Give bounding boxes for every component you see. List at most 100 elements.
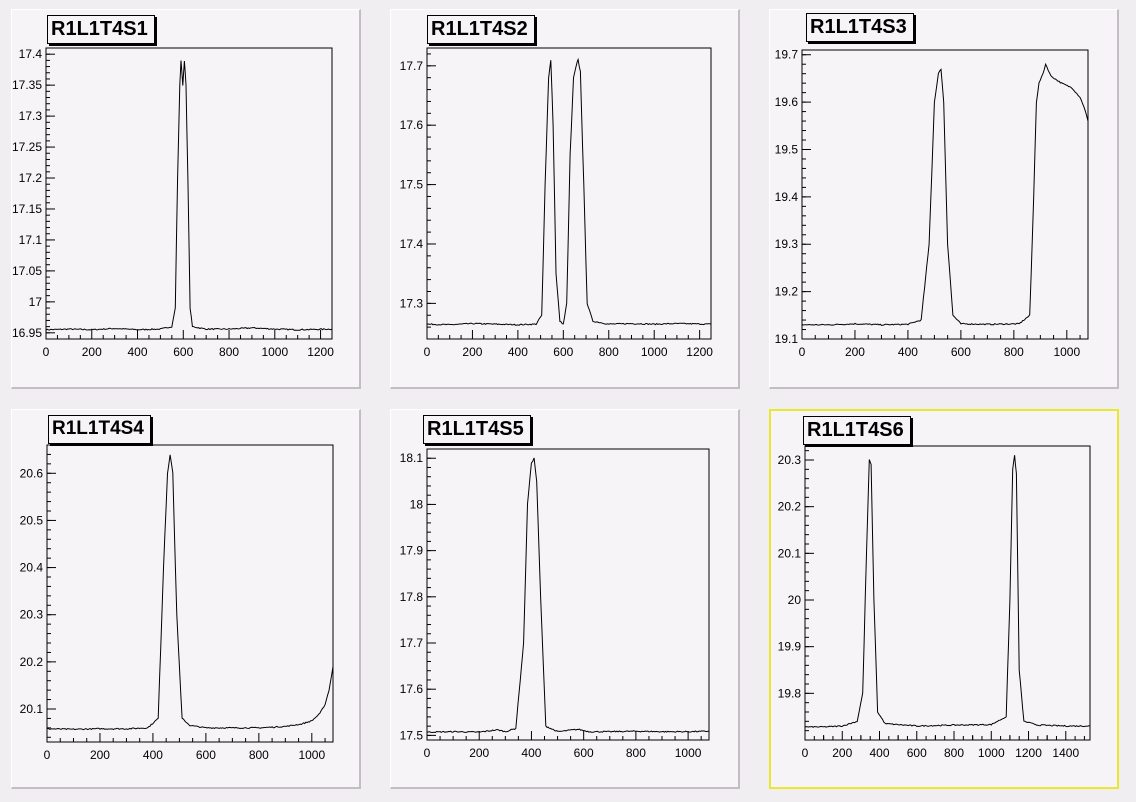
x-tick-label: 600 (553, 345, 573, 359)
y-tick-label: 19.7 (775, 48, 799, 62)
y-tick-label: 19.2 (775, 285, 799, 299)
chart-title-1: R1L1T4S1 (47, 15, 155, 44)
x-tick-label: 800 (626, 746, 646, 760)
x-tick-label: 400 (128, 345, 148, 359)
x-tick-label: 600 (173, 345, 193, 359)
x-tick-label: 1000 (675, 746, 702, 760)
series-line (45, 60, 333, 331)
x-tick-label: 400 (898, 345, 918, 359)
y-tick-label: 20.2 (20, 655, 44, 669)
x-tick-label: 1200 (1015, 746, 1042, 760)
y-tick-label: 17.8 (400, 590, 424, 604)
x-tick-label: 0 (424, 345, 431, 359)
plot-frame (801, 49, 1089, 340)
series-line (426, 457, 710, 734)
chart-pad-1[interactable]: 0 200 400 600 800 1000 1200 16.95 17 17.05 17.1 17.… (11, 9, 361, 389)
x-tick-label: 800 (944, 746, 964, 760)
y-tick-label: 17.7 (400, 59, 424, 73)
chart-svg-1: 0 200 400 600 800 1000 1200 16.95 17 17.05 17.1 17.… (12, 47, 334, 359)
y-tick-label: 19.4 (775, 190, 799, 204)
x-tick-label: 1000 (298, 748, 325, 762)
x-tick-label: 200 (462, 345, 482, 359)
x-tick-label: 1200 (307, 345, 334, 359)
chart-pad-6[interactable]: 0 200 400 600 800 1000 1200 1400 19.8 19.9 20 20.1 2… (769, 409, 1119, 789)
y-tick-label: 20.1 (20, 702, 44, 716)
y-tick-label: 16.95 (12, 326, 42, 340)
y-tick-label: 20.5 (20, 513, 44, 527)
series-line (46, 454, 334, 731)
y-tick-label: 17.3 (400, 296, 424, 310)
y-tick-label: 17.4 (400, 237, 424, 251)
x-tick-label: 200 (845, 345, 865, 359)
x-tick-label: 1000 (978, 746, 1005, 760)
y-tick-label: 19.8 (778, 686, 802, 700)
x-tick-label: 200 (832, 746, 852, 760)
y-tick-label: 17.2 (19, 171, 43, 185)
y-tick-label: 20.6 (20, 466, 44, 480)
x-tick-label: 1000 (1053, 345, 1080, 359)
x-tick-label: 400 (143, 748, 163, 762)
x-tick-label: 200 (82, 345, 102, 359)
x-tick-label: 600 (574, 746, 594, 760)
y-tick-label: 20.3 (778, 453, 802, 467)
y-tick-label: 18 (410, 497, 424, 511)
chart-pad-5[interactable]: 0 200 400 600 800 1000 17.5 17.6 17.7 17.8 17.9 18 1… (390, 409, 740, 789)
x-tick-label: 0 (802, 746, 809, 760)
plot-frame (804, 445, 1091, 741)
x-tick-label: 600 (907, 746, 927, 760)
chart-title-4: R1L1T4S4 (48, 415, 151, 444)
x-tick-label: 200 (469, 746, 489, 760)
y-tick-label: 17.05 (12, 264, 42, 278)
plot-frame (45, 47, 333, 340)
y-tick-label: 17.3 (19, 109, 43, 123)
y-tick-label: 20 (788, 593, 802, 607)
y-tick-label: 19.6 (775, 95, 799, 109)
x-tick-label: 800 (1004, 345, 1024, 359)
y-tick-label: 18.1 (400, 451, 424, 465)
plot-frame (46, 444, 334, 743)
chart-title-2: R1L1T4S2 (427, 15, 535, 44)
y-tick-label: 19.1 (775, 332, 799, 346)
x-tick-label: 200 (90, 748, 110, 762)
y-tick-label: 20.3 (20, 608, 44, 622)
chart-svg-3: 0 200 400 600 800 1000 19.1 19.2 19.3 19.4 19.5 19.… (775, 48, 1089, 359)
y-tick-label: 19.5 (775, 142, 799, 156)
y-tick-label: 17.9 (400, 544, 424, 558)
y-tick-label: 17.6 (400, 118, 424, 132)
x-tick-label: 0 (44, 748, 51, 762)
chart-pad-4[interactable]: 0 200 400 600 800 1000 20.1 20.2 20.3 20.4 20.5 20.… (11, 409, 361, 789)
x-tick-label: 400 (521, 746, 541, 760)
y-tick-label: 17.4 (19, 47, 43, 61)
x-tick-label: 800 (219, 345, 239, 359)
x-tick-label: 0 (424, 746, 431, 760)
series-line (426, 57, 712, 326)
y-tick-label: 19.9 (778, 640, 802, 654)
series-line (804, 455, 1091, 729)
y-tick-label: 17.25 (12, 140, 42, 154)
x-tick-label: 1000 (641, 345, 668, 359)
x-tick-label: 600 (951, 345, 971, 359)
x-tick-label: 0 (43, 345, 50, 359)
x-tick-label: 600 (196, 748, 216, 762)
y-tick-label: 17 (29, 295, 43, 309)
plot-frame (426, 448, 710, 741)
y-tick-label: 20.4 (20, 561, 44, 575)
x-tick-label: 800 (249, 748, 269, 762)
x-tick-label: 1200 (686, 345, 713, 359)
x-tick-label: 400 (869, 746, 889, 760)
y-tick-label: 17.35 (12, 78, 42, 92)
chart-svg-4: 0 200 400 600 800 1000 20.1 20.2 20.3 20.4 20.5 20.… (20, 444, 334, 762)
series-line (801, 62, 1089, 326)
chart-title-3: R1L1T4S3 (806, 13, 914, 42)
chart-svg-6: 0 200 400 600 800 1000 1200 1400 19.8 19.9 20 20.1 2… (778, 445, 1091, 760)
y-tick-label: 19.3 (775, 237, 799, 251)
x-tick-label: 800 (599, 345, 619, 359)
chart-title-6: R1L1T4S6 (803, 416, 911, 445)
x-tick-label: 0 (799, 345, 806, 359)
y-tick-label: 17.7 (400, 636, 424, 650)
chart-pad-2[interactable]: 0 200 400 600 800 1000 1200 17.3 17.4 17.5 17.6 17.… (390, 9, 740, 389)
x-tick-label: 1000 (261, 345, 288, 359)
y-tick-label: 17.1 (19, 233, 43, 247)
y-tick-label: 17.5 (400, 728, 424, 742)
chart-pad-3[interactable]: 0 200 400 600 800 1000 19.1 19.2 19.3 19.4 19.5 19.… (769, 9, 1119, 389)
